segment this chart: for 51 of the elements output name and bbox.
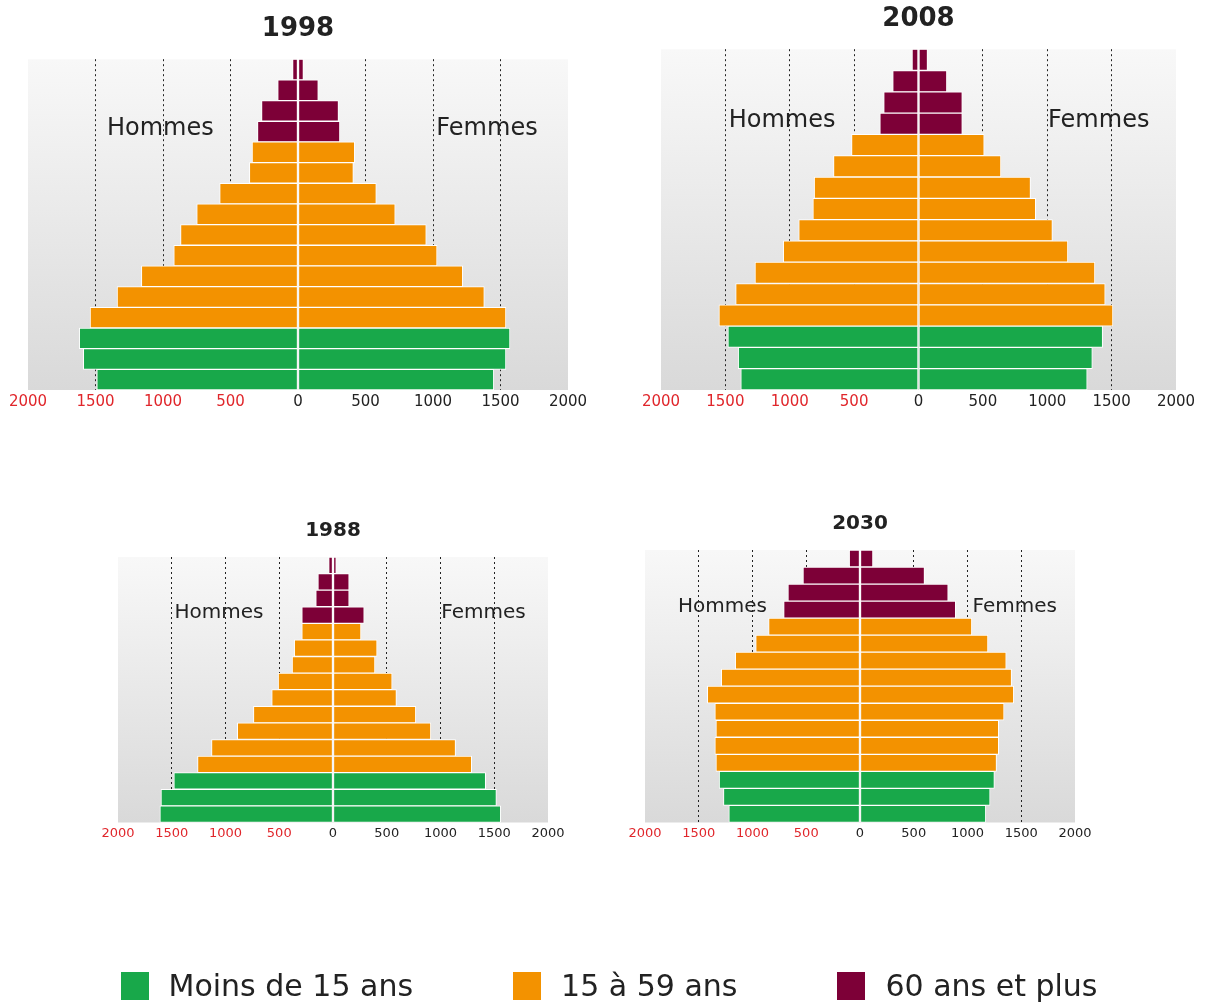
x-tick-label: 2000: [641, 391, 681, 410]
x-tick-label: 1000: [950, 824, 985, 840]
x-tick-label: 1500: [481, 391, 520, 410]
x-tick-label: 1500: [682, 824, 716, 840]
x-tick-label: 2000: [548, 391, 588, 410]
chart-title: 1988: [305, 517, 361, 542]
x-tick-label: 1500: [76, 391, 115, 410]
x-tick-label: 2000: [8, 391, 48, 410]
x-tick-label: 2000: [531, 824, 565, 840]
x-tick-label: 2000: [1156, 391, 1196, 410]
x-tick-label: 1000: [735, 824, 770, 840]
x-tick-label: 1500: [155, 824, 189, 840]
x-tick-label: 2000: [101, 824, 135, 840]
annotation: Femmes: [1048, 105, 1150, 133]
x-tick-label: 1500: [1004, 824, 1038, 840]
x-tick-label: 1000: [423, 824, 458, 840]
x-tick-label: 1500: [477, 824, 511, 840]
annotation: Hommes: [677, 593, 767, 618]
x-tick-label: 500: [216, 391, 245, 410]
x-tick-label: 1500: [706, 391, 745, 410]
x-tick-label: 1000: [208, 824, 243, 840]
x-tick-label: 1000: [413, 391, 453, 410]
annotation: Hommes: [174, 598, 264, 623]
x-tick-label: 1000: [1028, 391, 1067, 410]
annotation: Femmes: [436, 112, 538, 141]
annotation: Hommes: [728, 105, 836, 133]
x-tick-label: 0: [328, 824, 338, 840]
legend-label: Moins de 15 ans: [168, 968, 414, 1003]
x-tick-label: 0: [855, 824, 865, 840]
annotation: Femmes: [972, 593, 1057, 618]
x-tick-label: 500: [968, 391, 998, 410]
x-tick-label: 500: [374, 824, 400, 840]
x-tick-label: 0: [913, 391, 924, 410]
x-tick-label: 500: [839, 391, 869, 410]
x-tick-label: 1000: [143, 391, 183, 410]
x-tick-label: 500: [793, 824, 819, 840]
x-tick-label: 500: [901, 824, 927, 840]
x-tick-label: 1500: [1092, 391, 1131, 410]
chart-title: 1998: [261, 12, 335, 43]
x-tick-label: 2000: [1058, 824, 1092, 840]
annotation: Hommes: [106, 112, 214, 141]
x-tick-label: 2000: [628, 824, 662, 840]
legend-label: 60 ans et plus: [885, 968, 1098, 1003]
x-tick-label: 500: [266, 824, 292, 840]
chart-title: 2008: [882, 2, 955, 33]
x-tick-label: 0: [293, 391, 303, 410]
chart-title: 2030: [832, 510, 888, 535]
annotation: Femmes: [441, 598, 526, 623]
legend-label: 15 à 59 ans: [561, 968, 738, 1003]
x-tick-label: 500: [351, 391, 380, 410]
x-tick-label: 1000: [770, 391, 809, 410]
